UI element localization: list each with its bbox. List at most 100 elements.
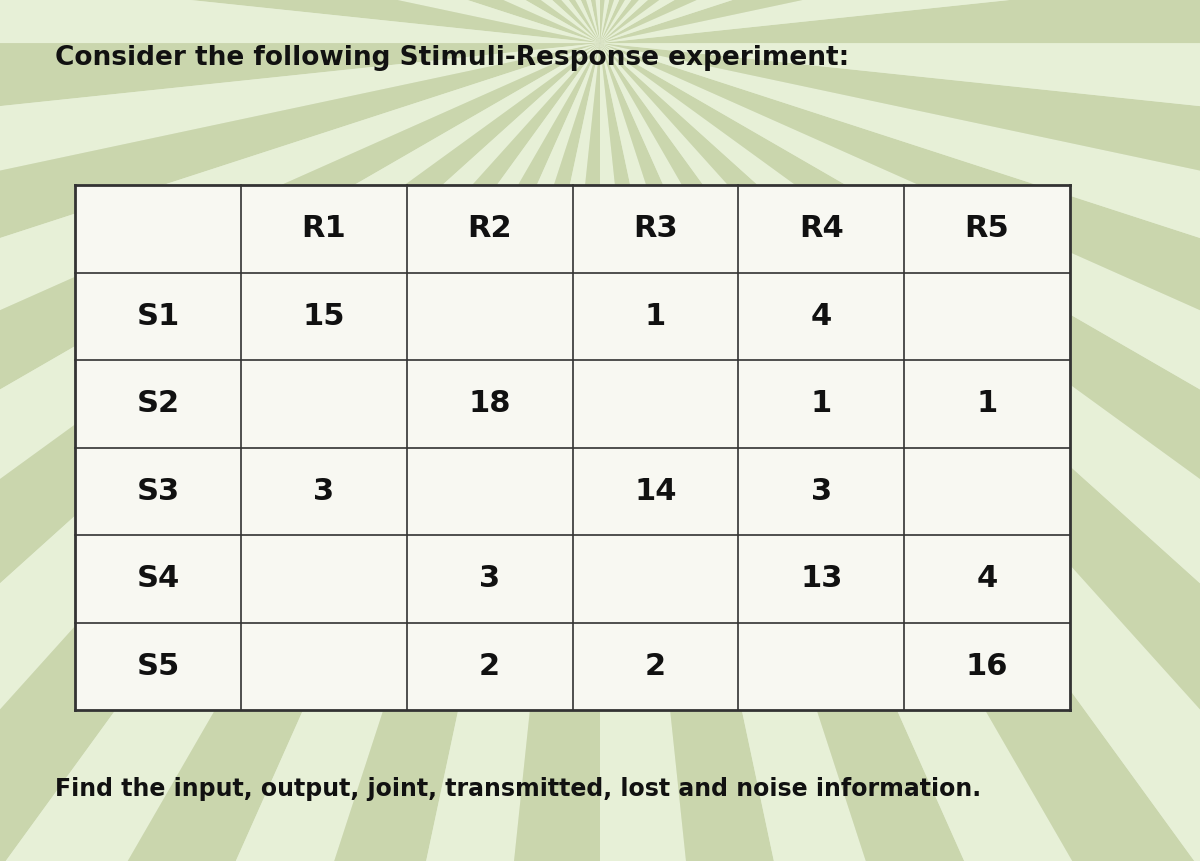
Bar [904,623,1070,710]
Text: S4: S4 [137,564,180,593]
Polygon shape [349,43,600,861]
Text: R1: R1 [301,214,346,244]
Bar [407,272,572,360]
Text: R4: R4 [799,214,844,244]
Bar [241,535,407,623]
Bar [74,272,241,360]
Polygon shape [0,43,600,784]
Polygon shape [0,0,600,43]
Polygon shape [600,43,1200,861]
Polygon shape [600,43,1200,861]
Polygon shape [600,0,1200,43]
Bar [904,448,1070,535]
Bar [74,623,241,710]
Text: R2: R2 [467,214,512,244]
Polygon shape [600,43,1200,861]
Bar [241,360,407,448]
Polygon shape [600,43,1200,861]
Bar [738,185,904,272]
Bar [74,535,241,623]
Bar [572,448,738,535]
Text: S5: S5 [137,652,180,681]
Polygon shape [600,43,1200,861]
Text: R3: R3 [634,214,678,244]
Text: 1: 1 [644,301,666,331]
Text: S1: S1 [137,301,180,331]
Bar [74,185,241,272]
Polygon shape [600,0,1200,43]
Text: 3: 3 [313,477,335,505]
Polygon shape [0,0,600,43]
Text: 13: 13 [800,564,842,593]
Bar [407,360,572,448]
Polygon shape [600,0,1200,43]
Bar [241,623,407,710]
Bar [241,272,407,360]
Polygon shape [0,0,600,43]
Polygon shape [101,43,600,861]
Polygon shape [101,0,600,43]
Polygon shape [0,43,600,542]
Bar [738,272,904,360]
Polygon shape [0,0,600,43]
Text: 1: 1 [811,389,832,418]
Text: 2: 2 [479,652,500,681]
Bar [904,360,1070,448]
Polygon shape [0,43,600,861]
Polygon shape [349,0,600,43]
Text: 15: 15 [302,301,346,331]
Bar [904,185,1070,272]
Text: Consider the following Stimuli-Response experiment:: Consider the following Stimuli-Response … [55,45,850,71]
Text: 1: 1 [977,389,997,418]
Polygon shape [600,0,1200,43]
Bar [241,448,407,535]
Text: S2: S2 [137,389,180,418]
Bar [738,448,904,535]
Bar [74,360,241,448]
Polygon shape [0,43,600,861]
Bar [407,448,572,535]
Polygon shape [0,43,600,861]
Polygon shape [0,0,600,43]
Polygon shape [600,43,1099,861]
Polygon shape [600,0,1200,43]
Bar [572,535,738,623]
Polygon shape [600,0,1099,43]
Polygon shape [600,0,1200,43]
Polygon shape [0,43,600,861]
Bar [738,623,904,710]
Polygon shape [0,43,600,294]
Polygon shape [600,43,1200,294]
Bar [407,535,572,623]
Polygon shape [600,0,1200,43]
Polygon shape [600,43,1200,861]
Bar [572,360,738,448]
Polygon shape [0,0,600,43]
Text: 3: 3 [811,477,832,505]
Text: 3: 3 [479,564,500,593]
Text: 4: 4 [977,564,997,593]
Polygon shape [600,0,1200,43]
Polygon shape [0,0,600,43]
Polygon shape [0,43,600,861]
Bar [904,272,1070,360]
Polygon shape [0,43,600,861]
Bar [904,535,1070,623]
Polygon shape [600,0,1200,43]
Bar [74,448,241,535]
Polygon shape [600,43,1200,861]
Polygon shape [0,0,600,43]
Polygon shape [600,43,1200,784]
Polygon shape [600,43,1200,861]
Polygon shape [0,0,600,43]
Bar [738,535,904,623]
Polygon shape [0,0,600,43]
Polygon shape [0,43,600,861]
Polygon shape [600,43,851,861]
Text: R5: R5 [965,214,1009,244]
Text: 4: 4 [811,301,832,331]
Bar [407,623,572,710]
Polygon shape [600,0,851,43]
Text: 2: 2 [644,652,666,681]
Polygon shape [600,0,1200,43]
